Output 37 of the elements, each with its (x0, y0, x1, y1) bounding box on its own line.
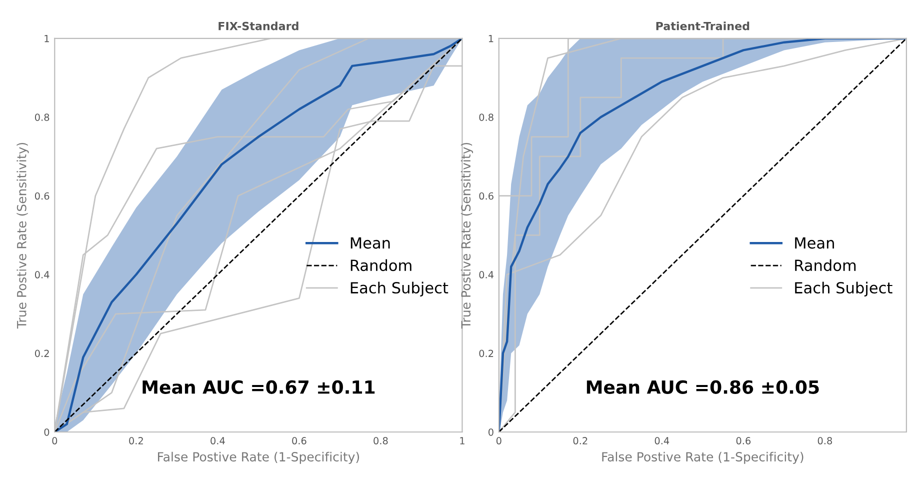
annotation: Mean AUC =0.86 ±0.05 (586, 380, 819, 394)
y-tick-label: 1 (44, 35, 49, 42)
x-tick-label: 0.8 (818, 437, 832, 444)
legend-label: Random (350, 259, 412, 272)
legend-label: Mean (795, 237, 834, 249)
annotation: Mean AUC =0.67 ±0.11 (142, 380, 375, 394)
chart-title: FIX-Standard (218, 22, 298, 30)
y-tick-label: 0.6 (34, 192, 50, 200)
y-axis-title: True Postive Rate (Sensitivity) (16, 142, 29, 329)
x-axis-title: False Postive Rate (1-Specificity) (602, 452, 804, 464)
x-tick-label: 0.4 (654, 437, 670, 444)
x-tick-label: 0 (52, 437, 58, 444)
legend-label: Random (795, 259, 856, 272)
x-tick-label: 0.2 (129, 437, 143, 444)
legend-label: Each Subject (795, 282, 892, 297)
legend-label: Each Subject (350, 282, 448, 297)
y-tick-label: 0.2 (479, 350, 494, 358)
x-tick-label: 0.4 (210, 437, 225, 444)
x-tick-label: 0.2 (573, 437, 588, 444)
y-tick-label: 0.4 (479, 271, 494, 278)
y-tick-label: 0.4 (34, 271, 50, 278)
x-tick-label: 0.6 (292, 437, 306, 444)
x-tick-label: 0.8 (374, 437, 388, 444)
y-tick-label: 0.8 (479, 114, 494, 121)
x-tick-label: 0.6 (736, 437, 751, 444)
x-tick-label: 0 (496, 437, 502, 444)
y-axis-title: True Postive Rate (Sensitivity) (460, 142, 474, 329)
y-tick-label: 0.6 (479, 192, 494, 200)
x-tick-label: 1 (460, 437, 464, 444)
y-tick-label: 0.2 (34, 350, 49, 358)
chart-title: Patient-Trained (656, 22, 750, 30)
y-tick-label: 1 (488, 35, 494, 42)
legend-label: Mean (350, 237, 390, 249)
y-tick-label: 0 (488, 428, 494, 436)
y-tick-label: 0 (44, 428, 50, 436)
x-axis-title: False Postive Rate (1-Specificity) (158, 452, 360, 464)
y-tick-label: 0.8 (34, 114, 50, 121)
